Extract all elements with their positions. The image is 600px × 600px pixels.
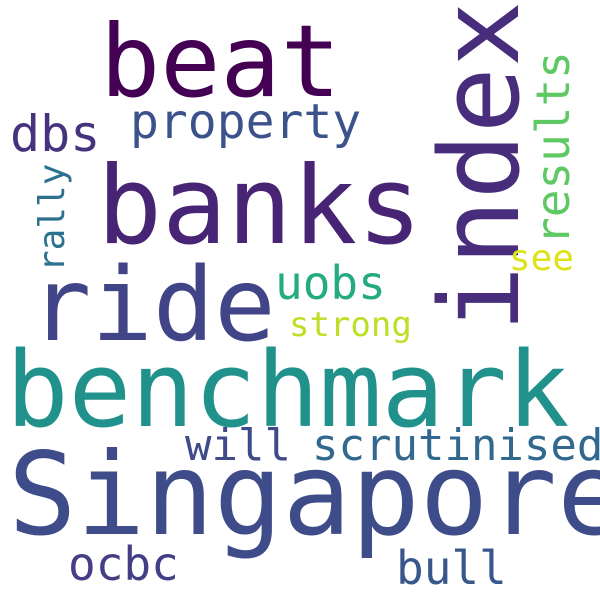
word-index: index: [416, 0, 544, 332]
word-scrutinised: scrutinised: [312, 420, 600, 471]
word-banks: banks: [97, 144, 423, 269]
word-property: property: [130, 94, 362, 150]
word-will: will: [185, 420, 291, 471]
word-strong: strong: [289, 305, 412, 345]
word-uobs: uobs: [275, 256, 386, 310]
word-see: see: [509, 238, 575, 279]
word-bull: bull: [396, 541, 507, 595]
word-dbs: dbs: [10, 105, 101, 163]
word-benchmark: benchmark: [6, 329, 570, 451]
word-results: results: [526, 51, 580, 245]
word-ride: ride: [30, 246, 276, 365]
word-singapore: Singapore: [8, 428, 600, 561]
word-rally: rally: [32, 163, 73, 272]
word-beat: beat: [100, 3, 341, 120]
word-ocbc: ocbc: [68, 537, 179, 591]
